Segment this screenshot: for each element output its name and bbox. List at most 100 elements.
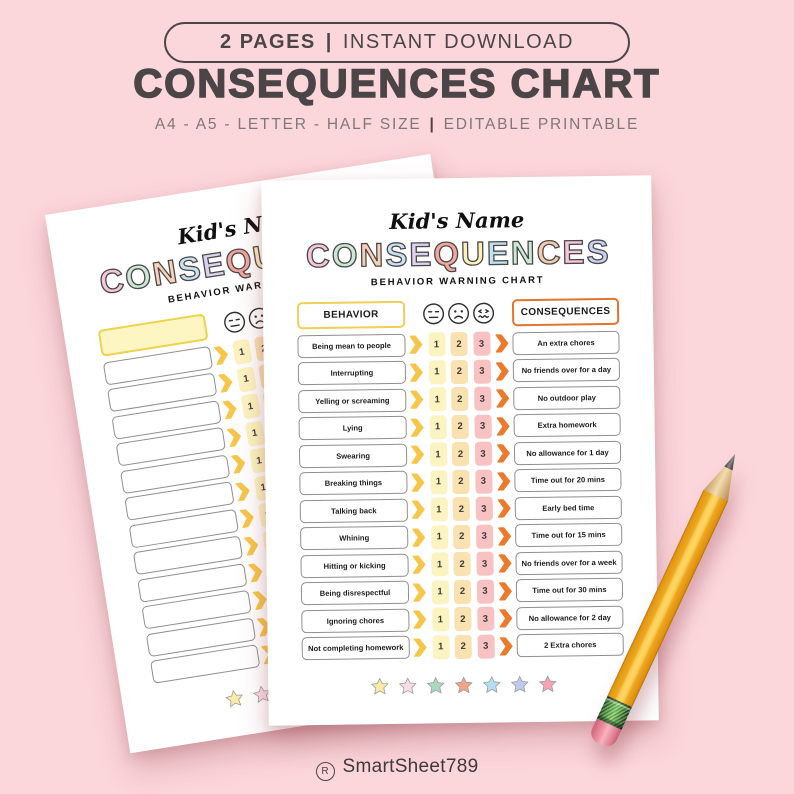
warning-level-box: 2 <box>451 414 469 439</box>
arrow-icon <box>410 390 424 409</box>
registered-letter: R <box>321 766 329 777</box>
warning-faces <box>405 301 512 325</box>
warning-level-box: 3 <box>475 524 493 549</box>
registered-trademark-icon: R <box>315 762 335 781</box>
badge-separator: | <box>325 31 333 53</box>
warning-level-box: 3 <box>473 414 492 439</box>
badge-download-text: INSTANT DOWNLOAD <box>342 31 574 53</box>
chart-subtitle: BEHAVIOR WARNING CHART <box>370 274 545 289</box>
warning-level-box: 3 <box>476 606 495 631</box>
warning-level-box: 1 <box>240 393 261 420</box>
behavior-cell: Ignoring chores <box>301 608 410 633</box>
consequence-cell: Time out for 30 mins <box>515 577 624 603</box>
table-header-row: BEHAVIOR CONSEQUENCES <box>296 297 620 330</box>
kids-name-placeholder: Kid's Name <box>389 207 525 234</box>
bubble-letter: E <box>408 235 432 274</box>
arrow-icon <box>411 445 424 464</box>
behavior-cell: Breaking things <box>299 470 408 496</box>
warning-level-box: 2 <box>454 634 472 659</box>
star-icon <box>426 676 444 694</box>
arrow-icon <box>413 637 427 657</box>
consequence-cell: No allowance for 1 day <box>513 440 622 465</box>
badge-pages-text: 2 PAGES <box>220 31 316 53</box>
star-icon <box>225 689 243 707</box>
consequence-cell: 2 Extra chores <box>516 632 624 658</box>
arrow-icon <box>226 427 241 447</box>
warning-level-box: 3 <box>473 386 491 411</box>
brand-name: SmartSheet789 <box>342 756 479 777</box>
arrow-icon <box>235 482 250 501</box>
arrow-icon <box>412 527 426 547</box>
consequence-cell: Early bed time <box>514 495 622 520</box>
arrow-icon <box>218 373 233 393</box>
consequence-cell: An extra chores <box>512 330 620 355</box>
behavior-cell: Yelling or screaming <box>298 388 407 413</box>
warning-level-box: 3 <box>475 551 494 576</box>
bubble-letter: Q <box>432 234 460 273</box>
warning-level-box: 2 <box>450 359 469 384</box>
arrow-icon <box>495 361 509 381</box>
warning-level-box: 1 <box>431 579 449 604</box>
warning-level-box: 1 <box>430 497 448 522</box>
arrow-icon <box>496 416 510 436</box>
arrow-icon <box>498 581 512 601</box>
consequence-cell: Time out for 20 mins <box>514 467 622 493</box>
behavior-cell: Lying <box>298 415 407 441</box>
behavior-cell: Being disrespectful <box>300 580 410 606</box>
arrow-icon <box>222 400 237 420</box>
arrow-icon <box>497 471 511 491</box>
star-icon <box>454 676 472 693</box>
warning-level-box: 2 <box>453 524 471 549</box>
arrow-icon <box>409 335 423 354</box>
star-icon <box>398 677 416 694</box>
consequence-cell: No outdoor play <box>513 385 621 410</box>
arrow-icon <box>409 363 423 382</box>
arrow-icon <box>413 610 427 629</box>
arrow-icon <box>411 473 425 492</box>
warning-level-box: 2 <box>451 441 470 467</box>
subtitle-separator: | <box>429 116 436 133</box>
bubble-letter: O <box>331 236 358 275</box>
warning-level-box: 3 <box>475 496 493 521</box>
product-subtitle: A4 - A5 - LETTER - HALF SIZE | EDITABLE PR… <box>0 116 794 134</box>
arrow-icon <box>239 509 254 528</box>
arrow-icon <box>252 590 267 610</box>
pages-badge: 2 PAGES | INSTANT DOWNLOAD <box>164 22 630 63</box>
arrow-icon <box>412 555 426 574</box>
behavior-cell: Hitting or kicking <box>300 553 409 578</box>
arrow-icon <box>499 609 513 628</box>
warning-level-box: 3 <box>472 331 491 356</box>
bubble-letter: S <box>586 232 610 271</box>
warning-level-box: 2 <box>453 551 471 577</box>
bubble-letter: S <box>384 235 408 274</box>
behavior-cell: Being mean to people <box>297 333 406 358</box>
star-icon <box>538 675 556 692</box>
arrow-icon <box>244 536 259 556</box>
sad-face-icon <box>448 303 470 324</box>
neutral-face-icon <box>224 311 246 333</box>
warning-level-box: 1 <box>429 469 448 494</box>
star-icon <box>370 677 388 694</box>
brand-footer: R SmartSheet789 <box>0 756 794 781</box>
arrow-icon <box>411 500 425 519</box>
behavior-cell: Interrupting <box>297 360 407 386</box>
warning-level-box: 1 <box>432 634 450 659</box>
bubble-letter: C <box>305 236 331 275</box>
consequences-header: CONSEQUENCES <box>511 297 620 327</box>
warning-level-box: 1 <box>429 442 447 467</box>
